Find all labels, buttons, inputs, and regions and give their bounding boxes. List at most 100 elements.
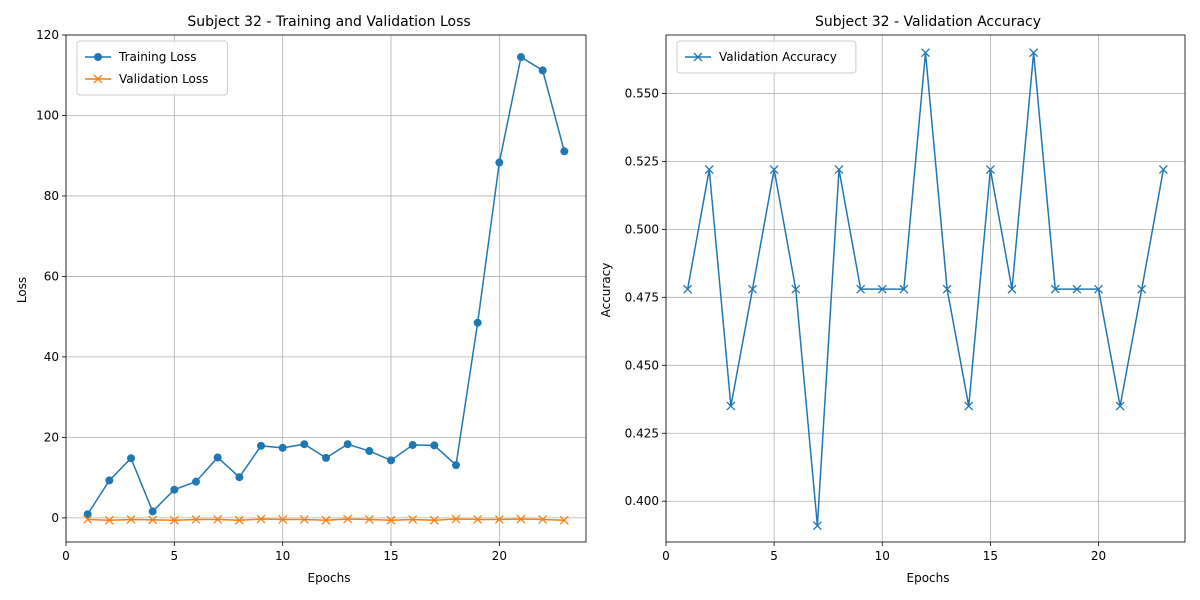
legend-label: Validation Accuracy: [719, 50, 837, 64]
plot-frame: [65, 34, 587, 543]
data-point: [299, 515, 309, 524]
data-point: [473, 318, 482, 327]
data-point: [1072, 284, 1082, 294]
data-point: [104, 515, 114, 525]
y-tick-label: 60: [44, 269, 59, 283]
data-point: [83, 510, 92, 519]
data-point: [234, 515, 244, 525]
y-tick-label: 0.550: [625, 86, 659, 100]
data-point: [494, 515, 504, 524]
legend-marker: [693, 52, 703, 62]
data-point: [517, 53, 525, 62]
legend: Validation Accuracy: [676, 40, 857, 74]
data-point: [791, 284, 801, 294]
data-point: [1050, 284, 1060, 294]
y-tick-label: 0.400: [625, 494, 659, 508]
data-point: [473, 515, 483, 524]
x-tick-label: 20: [1091, 549, 1106, 563]
data-point: [538, 66, 547, 75]
x-tick-label: 0: [662, 549, 670, 563]
data-point: [191, 515, 201, 524]
y-tick-label: 0.425: [625, 426, 659, 440]
y-tick-label: 40: [44, 350, 59, 364]
data-point: [365, 447, 374, 456]
data-point: [257, 441, 265, 450]
data-point: [1029, 48, 1039, 58]
y-tick-label: 80: [44, 189, 59, 203]
data-point: [408, 515, 418, 524]
y-tick-label: 0.525: [625, 154, 659, 168]
data-point: [148, 515, 158, 525]
chart-title: Subject 32 - Training and Validation Los…: [187, 14, 470, 30]
data-point: [387, 456, 395, 465]
legend: Training Loss Validation Loss: [76, 40, 228, 96]
data-point: [452, 461, 460, 470]
legend-marker: [94, 53, 102, 61]
data-point: [964, 401, 974, 411]
data-point: [105, 476, 114, 485]
data-point: [899, 284, 909, 294]
chart-title: Subject 32 - Validation Accuracy: [815, 14, 1041, 30]
data-point: [834, 165, 844, 175]
x-tick-label: 15: [983, 549, 998, 563]
x-tick-label: 5: [171, 549, 179, 563]
y-tick-label: 20: [44, 430, 59, 444]
data-point: [300, 440, 309, 449]
y-axis-label: Accuracy: [599, 263, 613, 318]
data-point: [278, 515, 288, 524]
y-tick-label: 0.500: [625, 222, 659, 236]
legend-label: Validation Loss: [119, 72, 208, 86]
data-point: [942, 284, 952, 294]
data-point: [83, 515, 93, 524]
data-point: [148, 507, 157, 516]
x-tick-label: 15: [383, 549, 398, 563]
data-point: [1007, 284, 1017, 294]
data-point: [921, 48, 930, 58]
data-point: [170, 485, 179, 494]
accuracy-chart: Subject 32 - Validation Accuracy Epochs …: [599, 14, 1186, 585]
data-point: [856, 284, 866, 294]
y-tick-label: 120: [36, 28, 59, 42]
data-point: [343, 440, 352, 449]
x-axis-label: Epochs: [907, 571, 950, 585]
data-point: [192, 477, 200, 486]
data-point: [516, 514, 526, 524]
data-point: [430, 441, 439, 450]
data-point: [235, 473, 244, 482]
data-point: [495, 158, 504, 167]
y-tick-label: 0: [51, 511, 59, 525]
x-axis-label: Epochs: [308, 571, 351, 585]
legend-marker: [93, 74, 103, 84]
data-point: [1094, 284, 1103, 294]
data-point: [451, 514, 461, 524]
data-point: [985, 165, 995, 175]
data-point: [748, 284, 757, 294]
y-axis-label: Loss: [15, 277, 29, 303]
data-point: [321, 515, 331, 525]
data-point: [769, 165, 779, 175]
data-point: [343, 514, 353, 524]
data-point: [386, 515, 396, 525]
data-point: [1158, 165, 1168, 175]
data-point: [726, 401, 736, 411]
series-line: [686, 52, 1165, 526]
loss-chart: Subject 32 - Training and Validation Los…: [15, 14, 587, 585]
data-point: [704, 165, 714, 175]
data-point: [127, 454, 135, 463]
legend-box: [76, 40, 228, 96]
x-tick-label: 0: [62, 549, 70, 563]
data-point: [364, 515, 374, 524]
data-point: [877, 284, 887, 294]
legend-box: [676, 40, 857, 74]
data-point: [683, 284, 693, 294]
data-point: [126, 515, 136, 524]
series-line: [87, 55, 566, 515]
data-point: [278, 443, 287, 452]
data-point: [213, 515, 223, 524]
data-point: [560, 147, 569, 156]
data-point: [169, 515, 179, 525]
data-point: [1137, 284, 1147, 294]
data-point: [322, 453, 330, 462]
data-point: [1115, 401, 1125, 411]
